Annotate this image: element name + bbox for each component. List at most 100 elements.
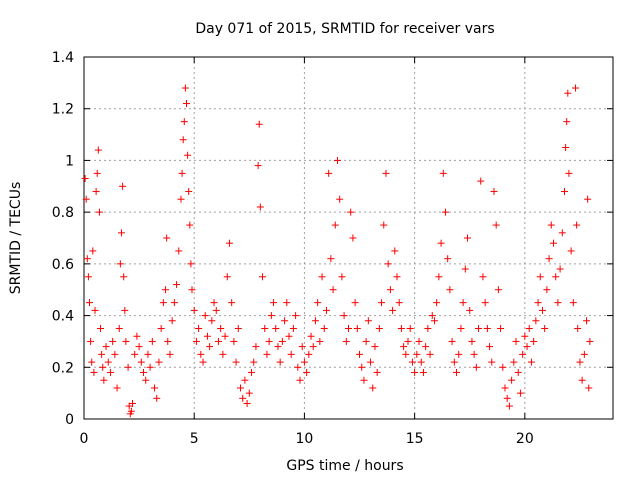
data-point: [494, 286, 502, 294]
data-point: [175, 247, 183, 255]
data-point: [223, 273, 231, 281]
data-point: [345, 325, 352, 332]
data-point: [573, 221, 581, 229]
y-tick-label: 0.8: [52, 205, 74, 221]
data-point: [281, 317, 289, 325]
data-point: [530, 337, 538, 345]
data-point: [325, 169, 333, 177]
data-point: [351, 299, 359, 307]
data-point: [93, 169, 101, 177]
data-point: [276, 358, 284, 366]
data-point: [267, 312, 275, 320]
data-point: [448, 337, 456, 345]
data-point: [119, 182, 127, 190]
data-point: [285, 332, 293, 340]
data-point: [208, 317, 216, 325]
data-point: [342, 337, 350, 345]
y-tick-label: 0: [65, 412, 74, 428]
data-point: [278, 337, 286, 345]
data-point: [488, 358, 496, 366]
data-point: [164, 337, 172, 345]
data-point: [441, 208, 449, 216]
data-point: [331, 221, 339, 229]
data-point: [472, 363, 480, 371]
data-point: [549, 239, 557, 247]
data-point: [131, 350, 139, 358]
data-point: [111, 350, 119, 358]
data-point: [477, 177, 485, 185]
data-point: [413, 350, 421, 358]
axis-ticks: 0 0.2 0.4 0.6 0.8 1 1.2 1.4 0 5 10 15 20: [52, 50, 613, 447]
data-point: [565, 169, 573, 177]
data-point: [583, 317, 591, 325]
data-point: [479, 273, 487, 281]
data-point: [574, 325, 582, 332]
data-point: [311, 317, 319, 325]
data-point: [483, 325, 491, 332]
data-point: [329, 286, 337, 294]
data-point: [523, 343, 531, 351]
data-point: [292, 312, 300, 320]
data-point: [256, 203, 264, 211]
data-point: [584, 195, 592, 203]
x-axis-label: GPS time / hours: [286, 458, 403, 474]
data-point: [91, 306, 99, 314]
data-point: [340, 312, 348, 320]
data-point: [124, 363, 132, 371]
data-point: [90, 368, 98, 376]
data-point: [104, 358, 112, 366]
data-point: [203, 332, 211, 340]
data-point: [289, 325, 297, 332]
data-point: [133, 332, 141, 340]
data-point: [92, 187, 100, 195]
data-point: [510, 358, 518, 366]
data-point: [192, 337, 200, 345]
data-point: [572, 84, 580, 92]
data-point: [181, 84, 189, 92]
data-point: [433, 299, 441, 307]
x-tick-label: 20: [516, 431, 534, 447]
data-point: [564, 89, 572, 97]
data-point: [406, 325, 414, 332]
data-point: [397, 325, 405, 332]
data-point: [250, 358, 258, 366]
data-point: [239, 394, 247, 402]
data-point: [83, 255, 91, 263]
data-point: [151, 384, 159, 392]
data-point: [408, 358, 416, 366]
data-point: [144, 350, 152, 358]
data-point: [314, 299, 322, 307]
data-point: [437, 239, 445, 247]
data-point: [86, 299, 94, 307]
data-point: [122, 337, 130, 345]
data-point: [411, 368, 419, 376]
data-point: [393, 273, 401, 281]
data-point: [349, 234, 357, 242]
data-point: [356, 350, 364, 358]
data-point: [576, 358, 584, 366]
data-point: [534, 299, 542, 307]
data-point: [187, 260, 195, 268]
data-point: [186, 221, 194, 229]
data-point: [499, 363, 507, 371]
data-point: [296, 376, 304, 384]
data-point: [367, 358, 375, 366]
data-point: [261, 325, 269, 332]
data-point: [294, 363, 302, 371]
data-point: [245, 389, 253, 397]
data-point: [428, 312, 436, 320]
data-point: [364, 317, 372, 325]
data-point: [274, 343, 282, 351]
y-tick-label: 0.4: [52, 309, 74, 325]
data-point: [230, 337, 238, 345]
grid-lines: [84, 57, 613, 419]
y-tick-label: 0.2: [52, 360, 74, 376]
data-point: [287, 350, 295, 358]
data-point: [543, 286, 551, 294]
y-tick-label: 0.6: [52, 257, 74, 273]
data-point: [580, 350, 588, 358]
data-point: [305, 350, 313, 358]
data-point: [199, 358, 207, 366]
x-tick-label: 5: [190, 431, 199, 447]
data-point: [503, 394, 511, 402]
